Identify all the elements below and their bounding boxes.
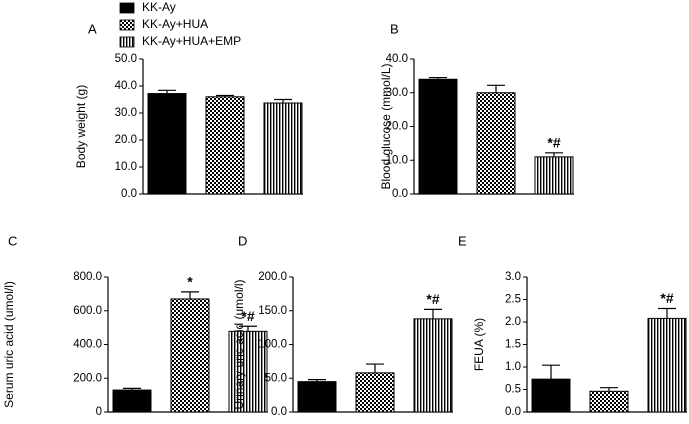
- y-axis-label: Serum uric acid (umol/l): [2, 281, 16, 408]
- bar: [589, 390, 629, 413]
- y-tick-label: 0.0: [121, 188, 137, 200]
- panel-label: B: [390, 21, 399, 36]
- bar: [531, 378, 571, 413]
- y-tick-label: 30.0: [386, 87, 408, 99]
- chart-panel: A Body weight (g) 0.0 10.0 20.0 30.0 40.0 50.0: [74, 21, 303, 200]
- y-axis-label: FEUA (%): [472, 318, 486, 371]
- y-tick-label: 100.0: [258, 339, 287, 351]
- y-tick-label: 0: [96, 406, 102, 418]
- y-tick-label: 40.0: [386, 53, 408, 65]
- y-tick-label: 200.0: [73, 372, 102, 384]
- bar: [112, 389, 152, 413]
- legend-label: KK-Ay: [142, 0, 176, 14]
- significance-label: *#: [547, 135, 560, 151]
- y-axis-label: Urinary uric acid (umol/l): [232, 279, 246, 409]
- bar: [297, 381, 337, 413]
- legend-label: KK-Ay+HUA+EMP: [142, 34, 241, 48]
- bar: [228, 330, 268, 413]
- chart-panel: B Blood glucose (mmol/L)0.0 10.0 20.0 30.0 40…: [379, 21, 574, 200]
- bar: [476, 92, 516, 195]
- bar: [534, 156, 574, 195]
- y-tick-label: 150.0: [258, 305, 287, 317]
- y-tick-label: 0.0: [271, 406, 287, 418]
- bar: [205, 96, 245, 195]
- chart-panel: C Serum uric acid (umol/l) 0 200.0 400.0 600.…: [2, 233, 268, 418]
- chart-panel: D Urinary uric acid (umol/l) 0.0 50.0 100.0 1…: [232, 233, 453, 418]
- y-tick-label: 1.0: [505, 361, 521, 373]
- bar: [170, 298, 210, 413]
- y-tick-label: 800.0: [73, 271, 102, 283]
- significance-label: *#: [660, 290, 673, 306]
- y-tick-label: 10.0: [386, 154, 408, 166]
- legend-swatch: [119, 36, 135, 48]
- y-tick-label: 2.0: [505, 316, 521, 328]
- y-tick-label: 3.0: [505, 271, 521, 283]
- bar: [413, 318, 453, 413]
- y-tick-label: 20.0: [115, 134, 137, 146]
- y-tick-label: 20.0: [386, 121, 408, 133]
- y-tick-label: 40.0: [115, 80, 137, 92]
- y-tick-label: 0.0: [392, 188, 408, 200]
- panel-label: C: [8, 233, 17, 248]
- y-tick-label: 600.0: [73, 305, 102, 317]
- y-tick-label: 30.0: [115, 107, 137, 119]
- panel-label: D: [238, 233, 247, 248]
- bar: [355, 372, 395, 413]
- y-tick-label: 200.0: [258, 271, 287, 283]
- significance-label: *#: [426, 291, 439, 307]
- bar: [147, 93, 187, 195]
- legend-swatch: [119, 2, 135, 14]
- y-tick-label: 2.5: [505, 294, 521, 306]
- y-tick-label: 0.5: [505, 384, 521, 396]
- y-axis-label: Body weight (g): [74, 85, 88, 168]
- panel-label: E: [458, 233, 467, 248]
- y-tick-label: 1.5: [505, 339, 521, 351]
- panel-label: A: [88, 21, 97, 36]
- chart-panel: E FEUA (%) 0.0 0.5 1.0 1.5 2.0 2.5 3.0 *#: [458, 233, 687, 418]
- legend-swatch: [119, 19, 135, 31]
- significance-label: *#: [241, 308, 254, 324]
- y-tick-label: 400.0: [73, 339, 102, 351]
- bar: [647, 317, 687, 413]
- bar: [418, 78, 458, 195]
- y-tick-label: 0.0: [505, 406, 521, 418]
- significance-label: *: [187, 274, 193, 290]
- y-tick-label: 50.0: [265, 372, 287, 384]
- y-tick-label: 50.0: [115, 53, 137, 65]
- bar: [263, 102, 303, 195]
- y-tick-label: 10.0: [115, 161, 137, 173]
- legend-label: KK-Ay+HUA: [142, 17, 208, 31]
- y-axis-label: Blood glucose (mmol/L): [379, 63, 393, 189]
